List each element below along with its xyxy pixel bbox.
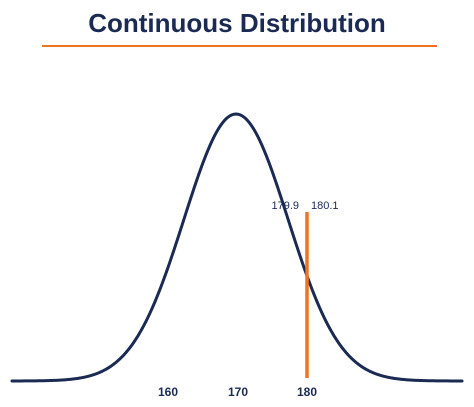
- tick-label-180: 180: [297, 385, 317, 399]
- marker-right-label: 180.1: [311, 200, 339, 212]
- bell-curve: [10, 112, 464, 383]
- marker-left-label: 179.9: [271, 200, 299, 212]
- page-title: Continuous Distribution: [88, 8, 386, 38]
- tick-label-160: 160: [158, 385, 178, 399]
- tick-label-170: 170: [228, 385, 248, 399]
- title-underline: [42, 45, 437, 47]
